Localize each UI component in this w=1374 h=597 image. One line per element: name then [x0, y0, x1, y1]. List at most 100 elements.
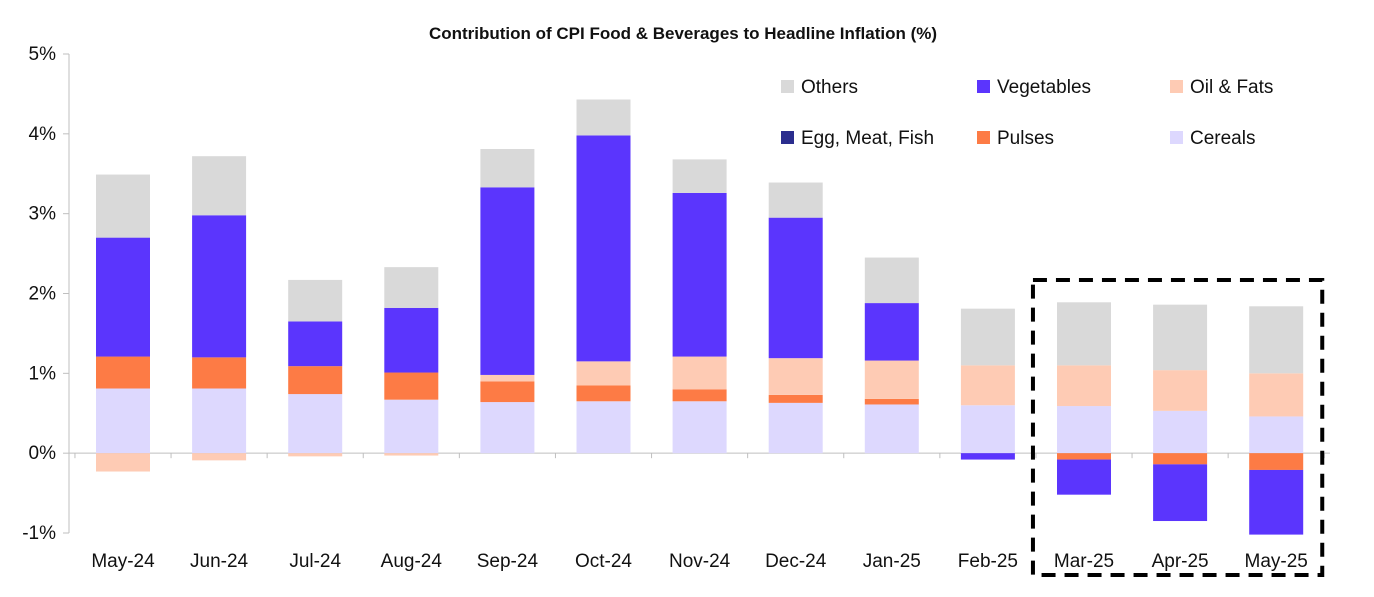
bar-segment-oil-fats — [96, 453, 150, 472]
bar-segment-oil-fats — [864, 360, 919, 399]
bar-segment-others — [768, 182, 823, 218]
x-tick-label: Jul-24 — [289, 551, 341, 572]
y-tick-label: 5% — [29, 44, 57, 65]
x-tick-label: Nov-24 — [669, 551, 731, 572]
y-tick-label: 3% — [29, 204, 57, 225]
y-tick-label: 2% — [29, 284, 57, 305]
bar-segment-vegetables — [1153, 464, 1208, 522]
bar-segment-cereals — [960, 405, 1015, 454]
bar-segment-cereals — [672, 401, 727, 454]
legend-swatch-vegetables — [977, 80, 990, 93]
x-tick-label: Apr-25 — [1152, 551, 1209, 572]
bar-segment-vegetables — [1057, 459, 1111, 495]
legend-swatch-cereals — [1170, 131, 1183, 144]
chart-title: Contribution of CPI Food & Beverages to … — [429, 24, 937, 43]
legend-swatch-oil-fats — [1170, 80, 1183, 93]
bar-segment-pulses — [480, 381, 535, 403]
x-tick-label: Mar-25 — [1054, 551, 1114, 572]
legend-swatch-egg-meat-fish — [781, 131, 794, 144]
bar-segment-others — [192, 156, 247, 216]
bar-segment-others — [864, 257, 919, 304]
bar-segment-cereals — [288, 394, 343, 454]
bar-segment-cereals — [1153, 410, 1208, 454]
x-tick-label: Dec-24 — [765, 551, 827, 572]
bar-segment-vegetables — [576, 135, 631, 362]
legend-label-others: Others — [801, 77, 858, 98]
bar-segment-cereals — [768, 402, 823, 454]
bar-segment-oil-fats — [480, 374, 535, 382]
bar-segment-vegetables — [960, 453, 1015, 460]
bar-segment-others — [672, 159, 727, 193]
bar-segment-others — [1057, 302, 1111, 366]
bar-segment-others — [96, 174, 150, 238]
bar-segment-pulses — [768, 394, 823, 403]
legend-label-egg-meat-fish: Egg, Meat, Fish — [801, 128, 934, 149]
bar-segment-vegetables — [96, 237, 150, 357]
legend-label-oil-fats: Oil & Fats — [1190, 77, 1273, 98]
bar-segment-vegetables — [672, 192, 727, 357]
bar-segment-others — [576, 99, 631, 136]
legend-label-cereals: Cereals — [1190, 128, 1255, 149]
bar-segment-cereals — [576, 401, 631, 454]
bar-segment-cereals — [480, 402, 535, 454]
bar-segment-others — [480, 149, 535, 188]
x-tick-label: Feb-25 — [958, 551, 1018, 572]
bar-segment-others — [960, 308, 1015, 366]
y-tick-label: 0% — [29, 443, 57, 464]
bar-segment-others — [384, 267, 439, 308]
bar-segment-pulses — [1153, 453, 1208, 465]
bar-segment-oil-fats — [1249, 373, 1304, 417]
bar-segment-vegetables — [192, 215, 247, 358]
x-tick-label: Sep-24 — [477, 551, 539, 572]
x-tick-label: May-24 — [91, 551, 155, 572]
bar-segment-vegetables — [384, 307, 439, 373]
bar-segment-vegetables — [288, 321, 343, 367]
bar-segment-oil-fats — [288, 453, 343, 457]
legend-label-vegetables: Vegetables — [997, 77, 1091, 98]
bar-segment-cereals — [1057, 406, 1111, 454]
bar-segment-cereals — [96, 388, 150, 454]
bar-segment-oil-fats — [1153, 370, 1208, 411]
legend-swatch-pulses — [977, 131, 990, 144]
bar-segment-cereals — [384, 399, 439, 454]
bar-segment-oil-fats — [960, 365, 1015, 406]
y-tick-label: 4% — [29, 124, 57, 145]
bar-segment-pulses — [192, 357, 247, 389]
bar-segment-oil-fats — [192, 453, 247, 461]
bar-segment-pulses — [1249, 453, 1304, 470]
highlight-dashed-box — [1030, 278, 1325, 577]
bar-segment-others — [1249, 306, 1304, 374]
legend-label-pulses: Pulses — [997, 128, 1054, 149]
bar-segment-cereals — [864, 404, 919, 454]
x-tick-label: May-25 — [1245, 551, 1308, 572]
bar-segment-oil-fats — [768, 358, 823, 395]
bar-segment-pulses — [672, 389, 727, 402]
bar-segment-pulses — [864, 398, 919, 405]
y-tick-label: 1% — [29, 363, 57, 384]
bar-segment-oil-fats — [576, 361, 631, 386]
bar-segment-vegetables — [864, 303, 919, 361]
bar-segment-oil-fats — [672, 356, 727, 390]
bar-segment-vegetables — [1249, 469, 1304, 535]
bar-segment-others — [288, 279, 343, 322]
bar-segment-pulses — [96, 356, 150, 389]
bar-segment-cereals — [1249, 416, 1304, 454]
bar-segment-oil-fats — [384, 453, 439, 456]
bar-segment-cereals — [192, 388, 247, 454]
bar-segment-pulses — [1057, 453, 1111, 460]
x-tick-label: Oct-24 — [575, 551, 632, 572]
bar-segment-pulses — [384, 372, 439, 400]
bar-segment-pulses — [576, 385, 631, 402]
bar-segment-others — [1153, 304, 1208, 371]
bar-segment-oil-fats — [1057, 365, 1111, 407]
legend-swatch-others — [781, 80, 794, 93]
bar-segment-pulses — [288, 366, 343, 395]
x-tick-label: Jun-24 — [190, 551, 249, 572]
bar-segment-vegetables — [768, 217, 823, 359]
bar-segment-vegetables — [480, 187, 535, 375]
y-tick-label: -1% — [22, 523, 56, 544]
x-tick-label: Jan-25 — [863, 551, 921, 572]
x-tick-label: Aug-24 — [381, 551, 443, 572]
